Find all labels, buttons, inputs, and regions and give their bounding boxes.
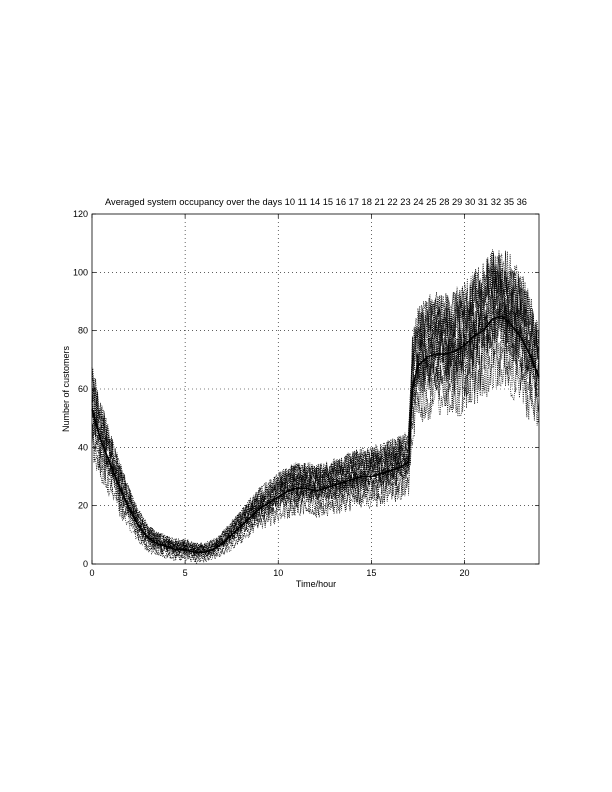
y-tick-label: 0 [83,559,88,569]
daily-trace [91,252,540,551]
daily-sample-traces [91,249,540,564]
grid-lines [92,214,539,564]
daily-trace [91,251,540,550]
y-axis-ticks: 0 20 40 60 80 100 120 [73,209,539,569]
y-tick-label: 60 [78,384,88,394]
daily-trace [91,307,540,559]
series-mean-line [91,315,540,554]
x-tick-label: 15 [366,568,376,578]
x-tick-label: 20 [459,568,469,578]
daily-trace [91,327,540,562]
x-tick-label: 0 [89,568,94,578]
y-axis-label: Number of customers [61,345,71,432]
daily-trace [91,339,540,563]
y-tick-label: 20 [78,501,88,511]
y-tick-label: 80 [78,326,88,336]
daily-trace [91,249,540,550]
y-tick-label: 40 [78,442,88,452]
x-axis-ticks: 0 5 10 15 20 [89,214,470,578]
x-axis-label: Time/hour [296,579,336,589]
daily-trace [91,252,540,552]
daily-trace [91,290,540,556]
x-tick-label: 5 [183,568,188,578]
y-tick-label: 100 [73,267,88,277]
chart-title: Averaged system occupancy over the days … [105,197,527,207]
daily-trace [91,294,540,557]
y-tick-label: 120 [73,209,88,219]
x-tick-label: 10 [273,568,283,578]
series-lines [91,315,540,554]
daily-trace [91,343,540,564]
plot-area-frame [91,213,540,565]
